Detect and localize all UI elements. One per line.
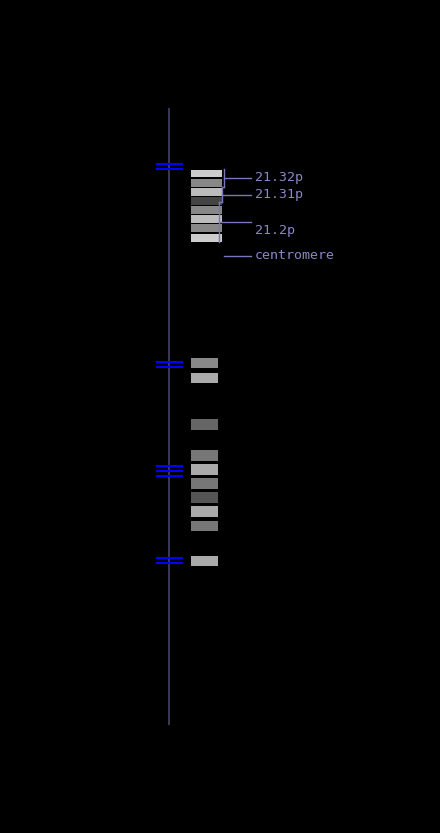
Text: 21.2p: 21.2p <box>255 224 295 237</box>
Bar <box>191 207 222 214</box>
Bar <box>191 506 218 517</box>
Bar <box>191 179 222 187</box>
Bar <box>191 492 218 503</box>
Bar <box>191 358 218 368</box>
Text: centromere: centromere <box>255 249 335 262</box>
Bar <box>191 216 222 223</box>
Bar <box>191 478 218 489</box>
Bar <box>191 419 218 430</box>
Bar <box>191 234 222 242</box>
Text: 21.31p: 21.31p <box>255 188 303 201</box>
Text: 21.32p: 21.32p <box>255 172 303 184</box>
Bar <box>191 464 218 475</box>
Bar <box>191 170 222 177</box>
Bar <box>191 197 222 205</box>
Bar <box>191 521 218 531</box>
Bar <box>191 225 222 232</box>
Bar <box>191 188 222 196</box>
Bar <box>191 373 218 383</box>
Bar <box>191 450 218 461</box>
Bar <box>191 556 218 566</box>
